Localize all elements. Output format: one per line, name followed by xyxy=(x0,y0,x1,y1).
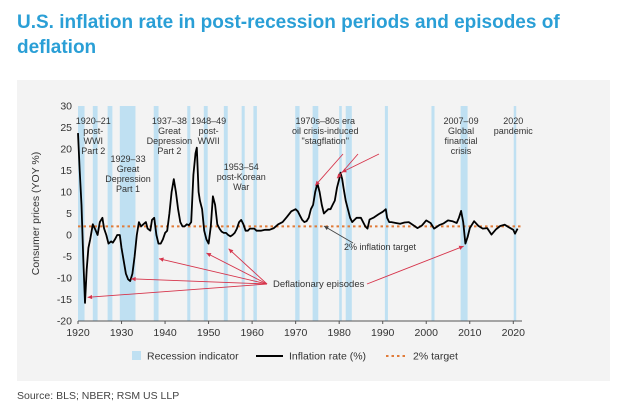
x-tick-label: 1980 xyxy=(327,327,351,339)
y-tick-label: 30 xyxy=(60,101,72,113)
x-tick-label: 1960 xyxy=(240,327,264,339)
deflation-arrow-head xyxy=(131,276,136,282)
annotation-label: 1953–54 post-Korean War xyxy=(217,162,266,192)
deflation-arrow-head xyxy=(206,253,212,258)
deflation-arrow xyxy=(228,248,268,285)
y-tick-label: 5 xyxy=(66,208,72,220)
deflation-arrow-head xyxy=(87,294,93,300)
recession-band xyxy=(460,106,468,321)
legend-swatch-recession xyxy=(132,351,141,360)
chart-title: U.S. inflation rate in post-recession pe… xyxy=(17,12,560,58)
deflation-arrow-head xyxy=(158,257,164,262)
recession-band xyxy=(312,106,319,321)
deflation-arrow-head xyxy=(228,248,234,254)
stagflation-arrow xyxy=(336,153,359,179)
stagflation-arrow-head xyxy=(341,168,347,173)
y-tick-label: -15 xyxy=(57,294,72,306)
deflation-arrow xyxy=(158,258,268,285)
target-arrow xyxy=(323,225,354,244)
x-tick-label: 2010 xyxy=(458,327,482,339)
deflation-arrow xyxy=(87,283,268,298)
x-tick-label: 2000 xyxy=(415,327,439,339)
y-tick-label: 0 xyxy=(66,230,72,242)
legend-label-target: 2% target xyxy=(413,351,458,363)
deflation-arrow xyxy=(206,252,268,285)
y-tick-label: -5 xyxy=(63,251,72,263)
y-tick-label: 25 xyxy=(60,122,72,134)
stagflation-arrow xyxy=(314,153,344,186)
stagflation-arrow-head xyxy=(337,173,342,179)
target-annotation: 2% inflation target xyxy=(344,242,417,252)
annotation-label: 2020 pandemic xyxy=(494,116,534,136)
y-tick-label: 15 xyxy=(60,165,72,177)
annotation-label: 1970s–80s era oil crisis-induced "stagflat… xyxy=(292,116,359,146)
x-tick-label: 1990 xyxy=(371,327,395,339)
recession-band xyxy=(223,106,228,321)
recession-band xyxy=(513,106,517,321)
inflation-line xyxy=(77,133,519,304)
recession-band xyxy=(339,106,342,321)
x-tick-label: 1930 xyxy=(110,327,134,339)
recession-band xyxy=(92,106,98,321)
deflation-arrow-head xyxy=(458,245,464,250)
recession-band xyxy=(295,106,300,321)
x-tick-label: 1970 xyxy=(284,327,308,339)
recession-band xyxy=(241,106,245,321)
x-tick-label: 1920 xyxy=(66,327,90,339)
y-tick-label: 20 xyxy=(60,144,72,156)
y-tick-label: 10 xyxy=(60,187,72,199)
recession-band xyxy=(107,106,113,321)
source-note: Source: BLS; NBER; RSM US LLP xyxy=(17,390,180,402)
deflation-arrow xyxy=(366,245,464,285)
annotation-label: 1920–21 post-WWI Part 2 xyxy=(76,116,111,156)
stagflation-arrow-head xyxy=(315,180,320,186)
recession-band xyxy=(253,106,257,321)
y-axis-label: Consumer prices (YOY %) xyxy=(30,152,42,276)
x-tick-label: 1940 xyxy=(153,327,177,339)
target-arrow-head xyxy=(323,225,329,231)
annotation-label: 1929–33 Great Depression Part 1 xyxy=(105,154,151,194)
x-tick-label: 2020 xyxy=(502,327,526,339)
annotation-label: 2007–09 Global financial crisis xyxy=(444,116,479,156)
recession-band xyxy=(153,106,159,321)
legend-label-recession: Recession indicator xyxy=(147,351,239,363)
annotation-label: 1937–38 Great Depression Part 2 xyxy=(147,116,193,156)
y-tick-label: -10 xyxy=(57,273,72,285)
legend-label-inflation: Inflation rate (%) xyxy=(289,351,366,363)
recession-band xyxy=(187,106,191,321)
annotation-label: 1948–49 post-WWII xyxy=(191,116,226,146)
deflation-arrow xyxy=(131,278,268,285)
x-tick-label: 1950 xyxy=(197,327,221,339)
deflation-label: Deflationary episodes xyxy=(273,279,365,290)
stagflation-arrow xyxy=(341,153,380,173)
recession-band xyxy=(119,106,136,321)
recession-band xyxy=(431,106,435,321)
recession-band xyxy=(203,106,208,321)
y-tick-label: -20 xyxy=(57,316,72,328)
chart-panel: 30 25 20 15 10 5 0 -5 -10 -15 -20 1920 1930 1940 1950 1… xyxy=(17,80,610,381)
